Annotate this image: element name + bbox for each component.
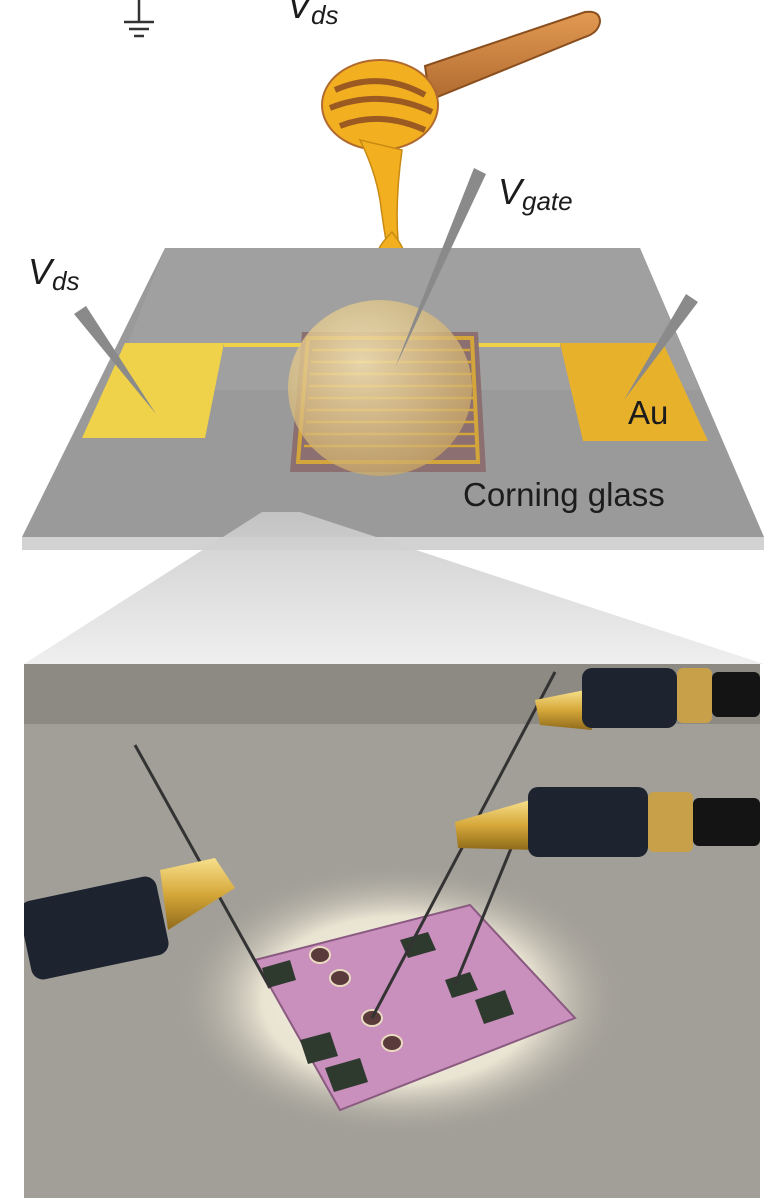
honey-droplet bbox=[288, 300, 472, 476]
gold-electrode-right bbox=[560, 343, 708, 441]
probe-holder-icon bbox=[455, 787, 760, 857]
honey-dipper-icon bbox=[321, 10, 602, 241]
ground-icon bbox=[124, 0, 154, 38]
probe-needle-icon bbox=[395, 168, 486, 368]
probe-needle-icon bbox=[74, 306, 156, 414]
vgate-label: Vgate bbox=[498, 171, 573, 216]
photo-pads bbox=[262, 932, 514, 1092]
au-label: Au bbox=[628, 394, 669, 431]
vds-left-label: Vds bbox=[28, 251, 80, 296]
probe-holder-icon bbox=[24, 858, 235, 980]
vds-top-label: Vds bbox=[287, 0, 339, 30]
corning-glass-label: Corning glass bbox=[463, 476, 665, 513]
probe-needle-icon bbox=[624, 294, 698, 400]
probe-holder-icon bbox=[535, 668, 760, 730]
device-photo bbox=[24, 664, 760, 1198]
zoom-fan bbox=[24, 512, 764, 664]
